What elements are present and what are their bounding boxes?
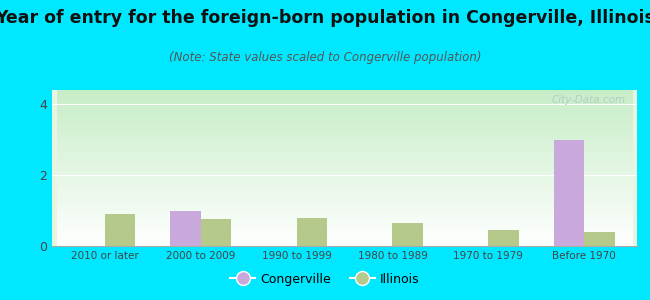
Text: (Note: State values scaled to Congerville population): (Note: State values scaled to Congervill…	[169, 51, 481, 64]
Bar	[488, 230, 519, 246]
Bar	[296, 218, 327, 246]
Bar	[170, 211, 201, 246]
Bar	[393, 223, 423, 246]
Bar	[201, 219, 231, 246]
Text: City-Data.com: City-Data.com	[551, 95, 625, 105]
Bar	[554, 140, 584, 246]
Legend: Congerville, Illinois: Congerville, Illinois	[226, 268, 424, 291]
Bar	[105, 214, 135, 246]
Text: Year of entry for the foreign-born population in Congerville, Illinois: Year of entry for the foreign-born popul…	[0, 9, 650, 27]
Bar	[584, 232, 615, 246]
